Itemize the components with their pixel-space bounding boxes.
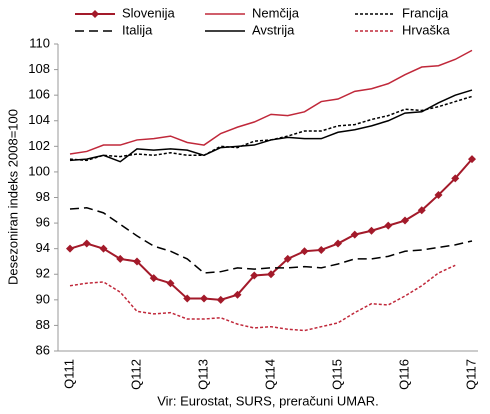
marker — [250, 271, 259, 280]
marker — [66, 244, 74, 253]
marker — [99, 244, 108, 253]
x-tick-label: Q112 — [128, 359, 143, 390]
marker — [200, 294, 208, 303]
marker — [300, 247, 309, 256]
x-tick-label: Q115 — [329, 359, 344, 390]
series-line — [69, 49, 473, 155]
legend-label: Italija — [122, 22, 153, 37]
y-tick-label: 98 — [36, 189, 50, 204]
marker — [434, 190, 443, 199]
y-axis-label: Desezoniran indeks 2008=100 — [5, 109, 20, 285]
marker — [384, 221, 393, 230]
legend-label: Hrvaška — [402, 22, 450, 37]
y-tick-label: 88 — [36, 317, 50, 332]
y-tick-label: 90 — [36, 291, 50, 306]
y-tick-label: 104 — [28, 112, 50, 127]
series-line — [69, 264, 456, 332]
marker — [367, 226, 376, 235]
marker — [116, 254, 125, 263]
marker — [468, 155, 476, 164]
y-tick-label: 92 — [36, 266, 50, 281]
marker — [417, 206, 426, 215]
y-tick-label: 106 — [28, 87, 50, 102]
source: Vir: Eurostat, SURS, preračuni UMAR. — [157, 393, 379, 408]
marker — [133, 257, 141, 266]
y-tick-label: 94 — [36, 240, 50, 255]
y-tick-label: 110 — [29, 35, 50, 50]
series-line — [69, 89, 473, 163]
marker — [317, 245, 326, 254]
legend-label: Francija — [402, 5, 449, 20]
x-tick-label: Q111 — [61, 359, 76, 389]
marker — [149, 274, 158, 283]
marker — [350, 230, 359, 239]
y-tick-label: 108 — [28, 61, 50, 76]
marker — [233, 290, 242, 299]
legend-label: Avstrija — [252, 22, 295, 37]
y-tick-label: 86 — [36, 342, 50, 357]
x-tick-label: Q113 — [195, 359, 210, 390]
marker — [401, 216, 409, 225]
y-tick-label: 102 — [28, 138, 50, 153]
marker — [166, 279, 175, 288]
marker — [267, 270, 275, 279]
x-tick-label: Q117 — [463, 359, 478, 390]
y-tick-label: 96 — [36, 215, 50, 230]
x-tick-label: Q114 — [262, 359, 277, 390]
legend-marker — [91, 10, 99, 18]
marker — [216, 295, 225, 304]
marker — [451, 174, 460, 183]
series-line — [69, 95, 473, 162]
legend-label: Slovenija — [122, 5, 176, 20]
marker — [82, 239, 91, 248]
y-tick-label: 100 — [28, 163, 50, 178]
series-line — [69, 158, 473, 301]
marker — [334, 239, 342, 248]
marker — [283, 254, 292, 263]
x-tick-label: Q116 — [396, 359, 411, 390]
legend-label: Nemčija — [252, 5, 300, 20]
marker — [183, 294, 192, 303]
series-line — [69, 206, 473, 274]
